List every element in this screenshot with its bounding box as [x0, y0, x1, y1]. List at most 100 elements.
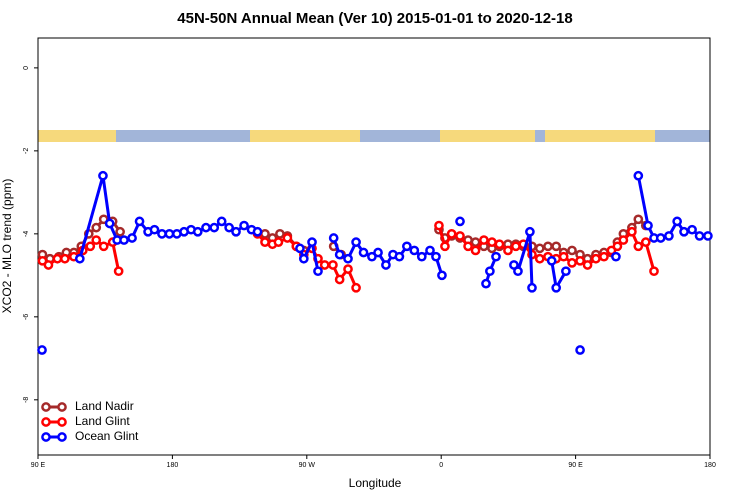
data-point [52, 253, 63, 264]
data-point [273, 237, 284, 247]
x-axis-label: Longitude [349, 476, 402, 490]
data-point [416, 251, 427, 262]
data-point [494, 239, 505, 250]
map-strip [38, 130, 710, 142]
data-point [434, 220, 444, 231]
data-point [513, 266, 523, 277]
data-point [127, 233, 137, 243]
data-point [60, 253, 70, 264]
data-point [394, 251, 405, 262]
data-point [351, 237, 361, 247]
data-point [561, 266, 571, 277]
y-tick-label: -6 [23, 314, 30, 320]
data-point [534, 243, 545, 254]
data-point [74, 253, 85, 264]
data-point [409, 245, 420, 256]
data-point [470, 237, 481, 247]
data-point [334, 249, 345, 260]
ocean-band [38, 130, 710, 142]
data-point [611, 251, 621, 262]
data-point [481, 278, 491, 289]
data-point [343, 253, 353, 264]
data-point [627, 226, 637, 237]
x-tick-label: 90 W [299, 462, 316, 469]
data-point [551, 282, 562, 293]
data-point [231, 226, 241, 237]
data-point [546, 255, 557, 266]
data-point [201, 222, 211, 233]
data-point [511, 241, 521, 252]
data-point [527, 282, 537, 293]
data-point [633, 214, 644, 225]
legend-marker [57, 402, 67, 412]
data-point [455, 231, 465, 241]
data-point [612, 241, 623, 252]
data-point [591, 253, 601, 264]
data-point [640, 237, 651, 247]
data-point [446, 228, 457, 239]
data-point [431, 251, 441, 262]
data-point [252, 226, 263, 237]
data-point [455, 216, 465, 227]
data-point [224, 222, 234, 233]
data-point [149, 224, 160, 235]
data-point [85, 241, 96, 252]
data-point [599, 251, 609, 262]
data-point [373, 247, 383, 258]
data-point [551, 241, 562, 252]
legend-label: Ocean Glint [75, 429, 139, 443]
x-tick-label: 180 [704, 462, 716, 469]
data-point [282, 233, 293, 243]
legend-label: Land Glint [75, 414, 130, 428]
data-point [37, 345, 47, 355]
data-point [98, 170, 108, 181]
data-point [479, 235, 489, 245]
land-band [250, 130, 360, 142]
x-tick-label: 90 E [568, 462, 583, 469]
data-point [503, 245, 513, 256]
y-axis-label: XCO2 - MLO trend (ppm) [0, 179, 14, 314]
legend-marker [57, 432, 67, 442]
data-point [440, 241, 450, 252]
data-point [381, 260, 391, 270]
data-point [487, 237, 497, 247]
data-point [694, 231, 705, 241]
y-tick-label: -4 [23, 231, 30, 237]
data-point [672, 216, 682, 227]
x-tick-label: 90 E [31, 462, 46, 469]
data-point [91, 222, 102, 233]
land-band [440, 130, 535, 142]
data-point [633, 241, 644, 252]
data-point [119, 235, 129, 245]
legend-marker [41, 417, 51, 427]
data-point [575, 255, 585, 266]
data-point [485, 266, 495, 277]
data-point [664, 231, 674, 241]
data-point [313, 266, 323, 277]
data-point [618, 235, 629, 245]
x-tick-label: 180 [167, 462, 179, 469]
land-band [545, 130, 655, 142]
data-point [649, 266, 659, 277]
data-point [260, 228, 270, 239]
data-point [463, 241, 473, 252]
data-point [343, 264, 353, 274]
data-point [525, 226, 535, 237]
data-point [534, 253, 545, 264]
data-point [575, 345, 585, 355]
y-tick-label: 0 [23, 66, 30, 70]
chart-title: 45N-50N Annual Mean (Ver 10) 2015-01-01 … [177, 10, 572, 27]
data-point [91, 235, 102, 245]
data-point [655, 233, 666, 243]
data-point [260, 237, 270, 247]
data-point [703, 231, 713, 241]
data-point [43, 260, 54, 270]
data-point [134, 216, 145, 227]
land-band [38, 130, 116, 142]
data-point [567, 258, 577, 268]
data-point [104, 218, 115, 229]
data-point [334, 274, 345, 285]
data-point [164, 228, 175, 239]
data-point [687, 224, 697, 235]
